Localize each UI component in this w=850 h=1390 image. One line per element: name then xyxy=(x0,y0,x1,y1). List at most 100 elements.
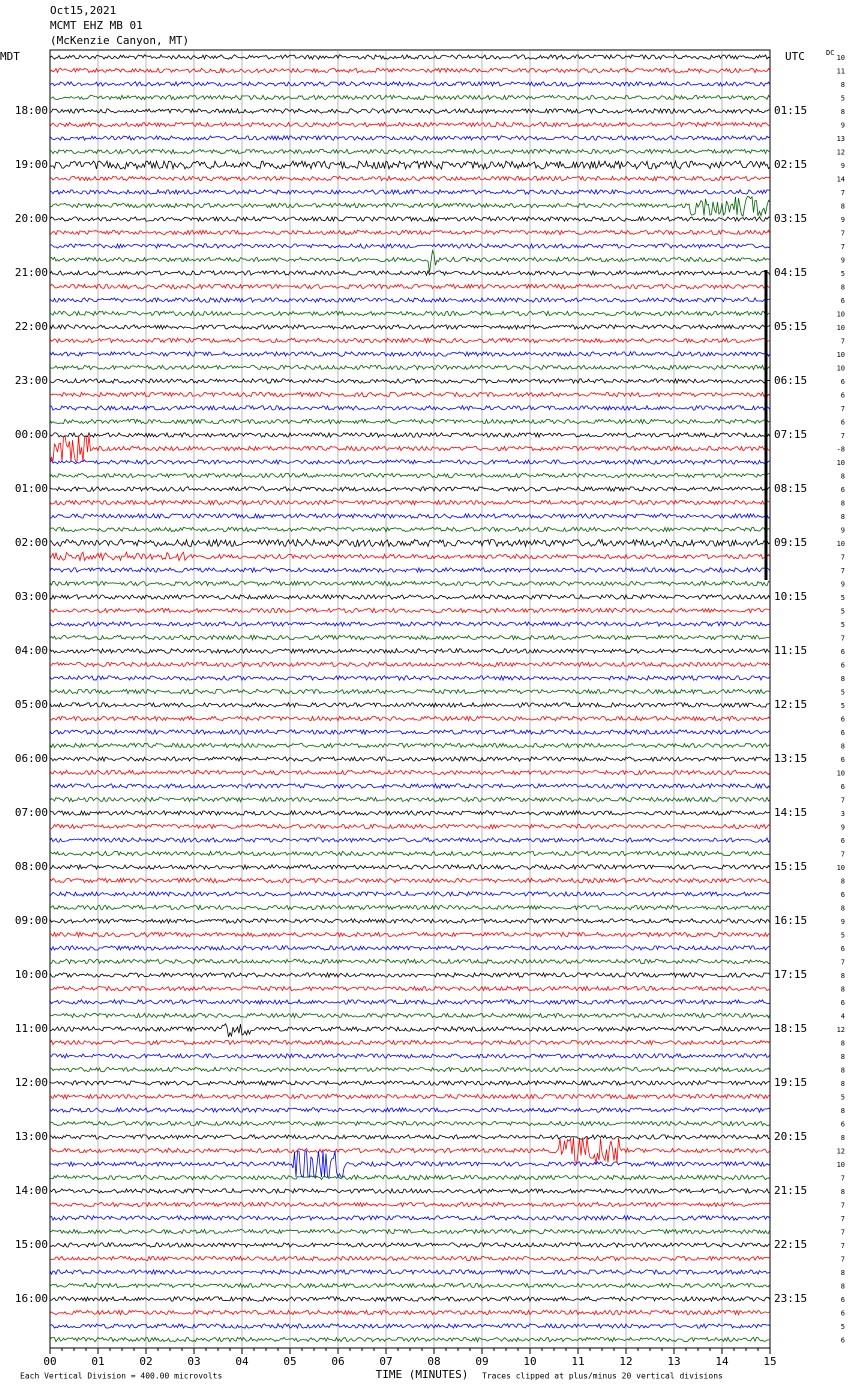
trace xyxy=(49,364,771,371)
dc-value: 9 xyxy=(841,527,845,535)
dc-value: 10 xyxy=(837,351,845,359)
x-tick-label: 09 xyxy=(475,1355,488,1368)
dc-value: 7 xyxy=(841,1256,845,1264)
left-label: 00:00 xyxy=(15,428,48,441)
left-axis-title: MDT xyxy=(0,50,20,63)
x-tick-label: 01 xyxy=(91,1355,104,1368)
trace xyxy=(49,944,770,952)
dc-value: 8 xyxy=(841,500,845,508)
trace xyxy=(49,890,771,898)
dc-value: 8 xyxy=(841,108,845,116)
dc-value: 14 xyxy=(837,176,845,184)
dc-value: 8 xyxy=(841,743,845,751)
dc-value: 5 xyxy=(841,702,845,710)
trace xyxy=(49,823,771,830)
trace xyxy=(49,350,771,358)
dc-value: 12 xyxy=(837,1148,845,1156)
trace xyxy=(49,512,771,520)
dc-value: 13 xyxy=(837,135,845,143)
dc-value: 8 xyxy=(841,1269,845,1277)
trace xyxy=(49,796,771,803)
dc-value: 8 xyxy=(841,284,845,292)
dc-value: 7 xyxy=(841,797,845,805)
dc-value: 6 xyxy=(841,837,845,845)
dc-value: 7 xyxy=(841,1215,845,1223)
dc-value: 7 xyxy=(841,1242,845,1250)
dc-value: 9 xyxy=(841,581,845,589)
right-label: 09:15 xyxy=(774,536,807,549)
x-tick-label: 14 xyxy=(715,1355,729,1368)
trace xyxy=(49,998,771,1006)
trace xyxy=(49,755,771,763)
dc-value: 4 xyxy=(841,1013,845,1021)
trace xyxy=(49,54,771,61)
dc-value: 8 xyxy=(841,1040,845,1048)
trace xyxy=(49,917,771,925)
dc-value: 5 xyxy=(841,95,845,103)
left-label: 13:00 xyxy=(15,1130,48,1143)
dc-value: 6 xyxy=(841,756,845,764)
trace xyxy=(49,1295,771,1303)
trace xyxy=(50,1066,771,1073)
trace xyxy=(49,769,771,776)
left-label: 09:00 xyxy=(15,914,48,927)
trace xyxy=(49,526,771,533)
trace xyxy=(49,1322,771,1330)
dc-value: 8 xyxy=(841,203,845,211)
trace xyxy=(49,661,771,668)
trace xyxy=(49,134,771,142)
x-tick-label: 15 xyxy=(763,1355,776,1368)
trace xyxy=(49,242,771,250)
x-tick-label: 00 xyxy=(43,1355,56,1368)
dc-value: 9 xyxy=(841,918,845,926)
dc-value: 6 xyxy=(841,783,845,791)
trace xyxy=(49,1187,771,1195)
dc-value: 10 xyxy=(837,1161,845,1169)
left-label: 16:00 xyxy=(15,1292,48,1305)
x-tick-label: 06 xyxy=(331,1355,344,1368)
trace xyxy=(49,877,771,884)
left-label: 04:00 xyxy=(15,644,48,657)
left-label: 03:00 xyxy=(15,590,48,603)
trace xyxy=(49,566,771,574)
dc-value: 8 xyxy=(841,878,845,886)
dc-value: 7 xyxy=(841,1175,845,1183)
trace xyxy=(49,1228,771,1235)
trace xyxy=(49,472,770,479)
trace xyxy=(49,1309,771,1316)
trace xyxy=(49,434,771,462)
trace xyxy=(49,620,771,628)
trace xyxy=(49,391,771,398)
trace xyxy=(49,249,771,273)
dc-value: 10 xyxy=(837,311,845,319)
trace xyxy=(49,782,771,790)
dc-value: 7 xyxy=(841,230,845,238)
right-label: 16:15 xyxy=(774,914,807,927)
trace xyxy=(49,1023,771,1038)
dc-value: 7 xyxy=(841,1229,845,1237)
trace xyxy=(49,175,771,182)
dc-value: 5 xyxy=(841,689,845,697)
trace xyxy=(49,94,771,101)
x-tick-label: 10 xyxy=(523,1355,536,1368)
dc-value: 3 xyxy=(841,810,845,818)
trace xyxy=(49,1052,771,1060)
dc-value: 8 xyxy=(841,675,845,683)
trace xyxy=(49,958,771,965)
trace xyxy=(49,863,771,871)
right-label: 05:15 xyxy=(774,320,807,333)
dc-value: 9 xyxy=(841,162,845,170)
left-label: 22:00 xyxy=(15,320,48,333)
trace xyxy=(49,1039,771,1046)
trace xyxy=(49,728,771,736)
trace xyxy=(49,850,771,857)
trace xyxy=(49,607,771,614)
right-label: 01:15 xyxy=(774,104,807,117)
trace xyxy=(49,1120,771,1127)
trace xyxy=(49,499,771,506)
dc-value: 8 xyxy=(841,972,845,980)
trace xyxy=(49,188,771,196)
date: Oct15,2021 xyxy=(50,4,116,17)
dc-value: 10 xyxy=(837,864,845,872)
dc-value: 7 xyxy=(841,635,845,643)
